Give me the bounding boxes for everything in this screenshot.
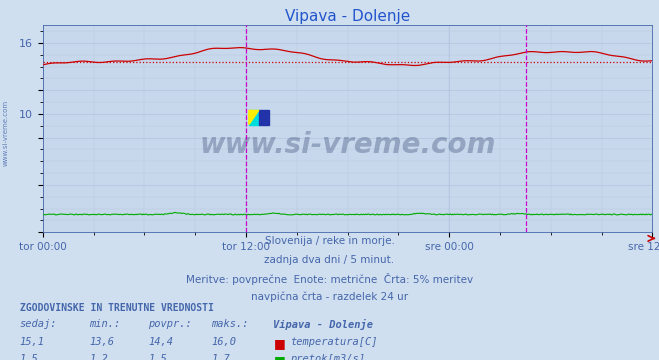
Text: ZGODOVINSKE IN TRENUTNE VREDNOSTI: ZGODOVINSKE IN TRENUTNE VREDNOSTI	[20, 303, 214, 313]
Text: 13,6: 13,6	[89, 337, 114, 347]
Text: Slovenija / reke in morje.: Slovenija / reke in morje.	[264, 236, 395, 246]
Bar	[259, 111, 269, 125]
Polygon shape	[249, 111, 259, 125]
Text: 1,5: 1,5	[20, 354, 38, 360]
Text: ■: ■	[273, 354, 285, 360]
Text: sedaj:: sedaj:	[20, 319, 57, 329]
Text: 1,2: 1,2	[89, 354, 107, 360]
Text: pretok[m3/s]: pretok[m3/s]	[290, 354, 365, 360]
Text: www.si-vreme.com: www.si-vreme.com	[2, 100, 9, 166]
Text: maks.:: maks.:	[211, 319, 248, 329]
Text: povpr.:: povpr.:	[148, 319, 192, 329]
Text: 1,7: 1,7	[211, 354, 229, 360]
Text: min.:: min.:	[89, 319, 120, 329]
Text: 16,0: 16,0	[211, 337, 236, 347]
Title: Vipava - Dolenje: Vipava - Dolenje	[285, 9, 411, 24]
Text: ■: ■	[273, 337, 285, 350]
Bar	[249, 111, 259, 125]
Text: 14,4: 14,4	[148, 337, 173, 347]
Text: 15,1: 15,1	[20, 337, 45, 347]
Text: navpična črta - razdelek 24 ur: navpična črta - razdelek 24 ur	[251, 292, 408, 302]
Text: Vipava - Dolenje: Vipava - Dolenje	[273, 319, 374, 330]
Text: zadnja dva dni / 5 minut.: zadnja dva dni / 5 minut.	[264, 255, 395, 265]
Text: Meritve: povprečne  Enote: metrične  Črta: 5% meritev: Meritve: povprečne Enote: metrične Črta:…	[186, 273, 473, 285]
Text: 1,5: 1,5	[148, 354, 167, 360]
Text: www.si-vreme.com: www.si-vreme.com	[200, 131, 496, 159]
Text: temperatura[C]: temperatura[C]	[290, 337, 378, 347]
